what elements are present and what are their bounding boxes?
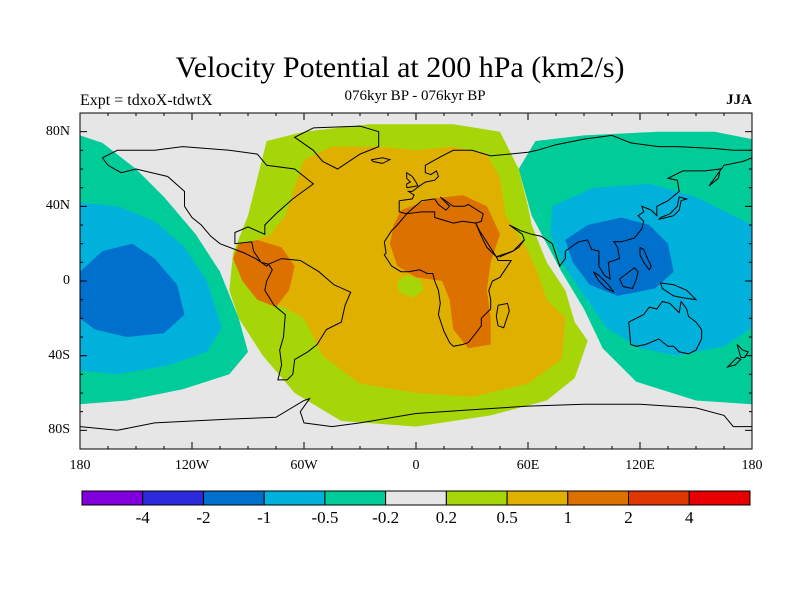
lon-label: 0: [412, 458, 420, 473]
colorbar-swatch: [506, 490, 569, 506]
lat-label: 0: [63, 273, 70, 288]
colorbar-label: -0.5: [311, 508, 339, 527]
greenland-coast: [293, 125, 380, 170]
colorbar-swatch: [142, 490, 204, 506]
colorbar-swatch: [324, 490, 387, 506]
experiment-label: Expt = tdxoX-tdwtX: [80, 92, 213, 109]
lon-label: 180: [741, 458, 763, 473]
atlantic-africa-contour-9: [389, 195, 500, 349]
coastlines: [79, 125, 753, 431]
madagascar-coast: [495, 302, 510, 329]
colorbar-label: -2: [196, 508, 211, 527]
lon-label: 120W: [174, 458, 210, 473]
colorbar-swatch: [628, 490, 690, 506]
lon-label: 180: [69, 458, 91, 473]
atlantic-africa-contour-10: [397, 275, 424, 298]
lon-label: 60W: [290, 458, 318, 473]
colorbar-swatch: [203, 490, 265, 506]
colorbar-swatch: [263, 490, 326, 506]
season-label: JJA: [726, 92, 752, 108]
colorbar-label: -0.2: [372, 508, 400, 527]
colorbar-swatch: [445, 490, 508, 506]
africa-coast: [383, 211, 513, 347]
colorbar-swatch: [567, 490, 629, 506]
colorbar-label: -1: [257, 508, 272, 527]
colorbar-label: 0.2: [435, 508, 457, 527]
velocity-potential-field: [80, 113, 752, 449]
british-isles-coast: [406, 171, 419, 189]
colorbar-swatch: [385, 490, 447, 506]
period-label: 076kyr BP - 076kyr BP: [344, 88, 486, 104]
colorbar-label: -4: [135, 508, 150, 527]
arabia-india-detail: [496, 239, 525, 258]
lon-label: 120E: [625, 458, 655, 473]
australia-coast: [628, 300, 703, 355]
lat-label: 40S: [48, 347, 70, 363]
indonesia-coast: [592, 271, 615, 293]
antarctica-coast: [79, 397, 752, 431]
pacific-west-contour-2: [80, 243, 185, 337]
europe-asia-coast: [398, 134, 753, 281]
lat-label: 80S: [48, 422, 70, 438]
colorbar-label: 4: [685, 508, 694, 527]
colorbar-label: 2: [624, 508, 633, 527]
colorbar: [81, 490, 751, 506]
new-zealand-south-coast: [726, 357, 742, 368]
lat-label: 40N: [45, 198, 70, 214]
north-america-coast: [101, 146, 315, 267]
lon-label: 60E: [516, 458, 540, 473]
japan-coast: [658, 196, 689, 220]
philippines-coast: [639, 246, 652, 271]
new-guinea-coast: [660, 282, 698, 301]
atlantic-africa-contour-8: [233, 239, 295, 308]
colorbar-swatch: [688, 490, 751, 506]
new-zealand-coast: [736, 344, 750, 358]
iceland-coast: [370, 157, 392, 164]
colorbar-label: 1: [563, 508, 573, 527]
axis-ticks: [79, 112, 753, 450]
colorbar-swatch: [81, 490, 144, 506]
lat-label: 80N: [45, 123, 70, 139]
south-america-coast: [264, 258, 352, 381]
borneo-coast: [619, 267, 639, 290]
map-title: Velocity Potential at 200 hPa (km2/s): [175, 51, 625, 84]
colorbar-label: 0.5: [496, 508, 518, 527]
